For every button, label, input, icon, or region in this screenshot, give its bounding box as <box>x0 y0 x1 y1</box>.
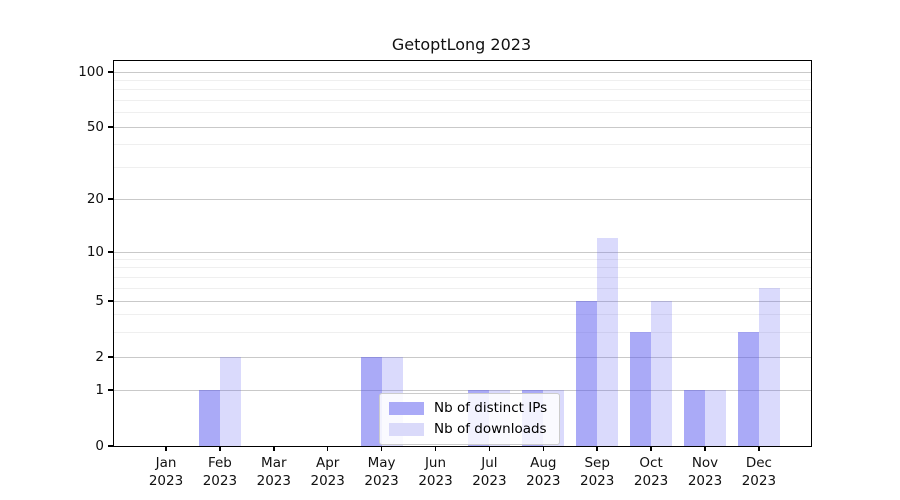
y-axis-tick <box>108 198 114 200</box>
y-axis-tick <box>108 356 114 358</box>
major-gridline <box>114 389 811 391</box>
y-axis-tick-label: 1 <box>95 382 104 398</box>
bar-downloads <box>705 390 726 446</box>
x-axis-tick <box>758 446 760 451</box>
legend-swatch-distinct-ips <box>389 401 424 415</box>
major-gridline <box>114 251 811 253</box>
legend-label-distinct-ips: Nb of distinct IPs <box>434 400 548 416</box>
y-axis-tick <box>108 71 114 73</box>
y-axis-tick <box>108 126 114 128</box>
x-axis-tick <box>380 446 383 451</box>
y-axis-tick-label: 10 <box>86 244 104 260</box>
minor-gridline <box>114 267 811 269</box>
y-axis-tick-label: 0 <box>95 438 104 454</box>
minor-gridline <box>114 79 811 81</box>
legend-swatch-downloads <box>389 422 424 436</box>
bar-distinct-ips <box>737 332 759 446</box>
x-axis-tick <box>219 446 221 451</box>
minor-gridline <box>114 258 811 260</box>
minor-gridline <box>114 89 811 91</box>
bar-downloads <box>597 238 619 446</box>
x-axis-tick-label: Apr 2023 <box>310 455 345 489</box>
bar-distinct-ips <box>576 301 598 446</box>
chart-title: GetoptLong 2023 <box>391 35 532 54</box>
x-axis-tick-label: Dec 2023 <box>741 455 777 489</box>
x-axis-tick-label: Oct 2023 <box>633 455 669 489</box>
bar-downloads <box>651 301 673 446</box>
legend-row-distinct-ips: Nb of distinct IPs <box>389 400 547 416</box>
legend-label-downloads: Nb of downloads <box>434 421 547 437</box>
minor-gridline <box>114 314 811 316</box>
x-axis-tick-label: Nov 2023 <box>687 455 723 489</box>
legend: Nb of distinct IPs Nb of downloads <box>379 393 561 445</box>
minor-gridline <box>114 112 811 114</box>
major-gridline <box>114 198 811 200</box>
minor-gridline <box>114 144 811 146</box>
minor-gridline <box>114 331 811 333</box>
bar-distinct-ips <box>684 390 705 446</box>
plot-area: Nb of distinct IPs Nb of downloads 0 1 2 5 1… <box>78 60 812 489</box>
y-axis-tick-label: 2 <box>95 349 104 365</box>
x-axis-tick-label: Mar 2023 <box>256 455 291 489</box>
minor-gridline <box>114 287 811 289</box>
y-axis-tick-label: 20 <box>86 191 104 207</box>
y-axis-tick <box>108 251 114 253</box>
major-gridline <box>114 300 811 302</box>
x-axis-tick-label: Jun 2023 <box>418 455 453 489</box>
y-axis-tick-label: 100 <box>78 64 104 80</box>
x-axis-tick <box>488 446 491 451</box>
minor-gridline <box>114 166 811 168</box>
bar-distinct-ips <box>198 390 220 446</box>
x-axis-tick-label: Jan 2023 <box>148 455 184 489</box>
x-axis-tick <box>650 446 652 451</box>
y-axis-tick <box>108 300 114 302</box>
x-axis-tick <box>704 446 706 451</box>
major-gridline <box>114 126 811 128</box>
x-axis-tick <box>596 446 598 451</box>
x-axis-tick <box>542 446 545 451</box>
y-axis-tick-label: 50 <box>86 119 104 135</box>
x-axis-tick <box>434 446 437 451</box>
x-axis-tick <box>273 446 275 451</box>
minor-gridline <box>114 276 811 278</box>
bar-downloads <box>758 288 780 446</box>
x-axis-tick <box>165 446 167 451</box>
x-axis-tick <box>326 446 329 451</box>
x-axis-tick-label: May 2023 <box>364 455 399 489</box>
x-axis-tick-label: Sep 2023 <box>580 455 615 489</box>
bar-distinct-ips <box>360 357 382 446</box>
y-axis-tick <box>108 389 114 391</box>
bar-distinct-ips <box>630 332 652 446</box>
x-axis-tick-label: Aug 2023 <box>526 455 561 489</box>
x-axis-tick-label: Jul 2023 <box>472 455 507 489</box>
major-gridline <box>114 71 811 73</box>
legend-row-downloads: Nb of downloads <box>389 421 547 437</box>
y-axis-tick <box>108 445 114 447</box>
x-axis-tick-label: Feb 2023 <box>202 455 238 489</box>
y-axis-tick-label: 5 <box>95 293 104 309</box>
bar-downloads <box>219 357 241 446</box>
major-gridline <box>114 356 811 358</box>
minor-gridline <box>114 99 811 101</box>
